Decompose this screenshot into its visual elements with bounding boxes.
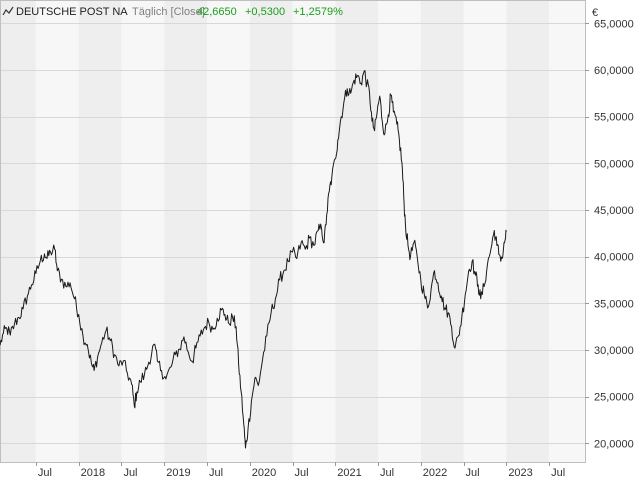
y-tick-label: 55,0000 — [594, 112, 634, 124]
x-tick-label: 2018 — [81, 467, 105, 479]
background-band — [335, 0, 379, 462]
last-value: 42,6650 — [197, 6, 237, 18]
background-band — [249, 0, 293, 462]
price-line — [0, 70, 507, 449]
x-tick-label: 2020 — [252, 467, 276, 479]
change-value: +0,5300 — [245, 6, 285, 18]
x-tick-label: 2023 — [508, 467, 532, 479]
background-band — [292, 0, 336, 462]
x-tick-label: 2021 — [337, 467, 361, 479]
background-band — [420, 0, 464, 462]
y-tick-label: 40,0000 — [594, 252, 634, 264]
chart-title: DEUTSCHE POST NA — [16, 6, 128, 18]
y-axis: 20,0000 25,0000 30,0000 35,0000 40,0000 45,00… — [585, 18, 634, 450]
y-tick-label: 20,0000 — [594, 438, 634, 450]
x-tick-label: 2022 — [423, 467, 447, 479]
background-band — [121, 0, 165, 462]
x-tick-label: Jul — [295, 467, 309, 479]
price-series — [0, 70, 507, 449]
background-band — [78, 0, 122, 462]
background-band — [0, 0, 36, 462]
y-tick-label: 65,0000 — [594, 18, 634, 30]
x-tick-label: Jul — [209, 467, 223, 479]
x-tick-label: Jul — [380, 467, 394, 479]
x-axis: Jul 2018 Jul 2019 Jul 2020 Jul 2021 Jul 2022 Jul 20… — [36, 462, 565, 479]
background-band — [35, 0, 79, 462]
line-chart-icon — [2, 6, 14, 16]
currency-label: € — [592, 7, 598, 19]
background-band — [549, 0, 585, 462]
chart-header: DEUTSCHE POST NA Täglich [Close] 42,6650… — [2, 6, 343, 18]
year-bands — [0, 0, 585, 462]
change-percent: +1,2579% — [293, 6, 343, 18]
x-tick-label: 2019 — [166, 467, 190, 479]
y-tick-label: 30,0000 — [594, 345, 634, 357]
y-tick-label: 35,0000 — [594, 298, 634, 310]
background-band — [463, 0, 507, 462]
y-tick-label: 60,0000 — [594, 65, 634, 77]
y-tick-label: 50,0000 — [594, 158, 634, 170]
y-tick-label: 25,0000 — [594, 392, 634, 404]
chart-mode: Täglich [Close] — [132, 6, 205, 18]
background-band — [378, 0, 421, 462]
background-band — [164, 0, 207, 462]
y-tick-label: 45,0000 — [594, 205, 634, 217]
grid-lines — [0, 23, 585, 444]
x-tick-label: Jul — [123, 467, 137, 479]
background-band — [506, 0, 550, 462]
x-tick-label: Jul — [466, 467, 480, 479]
background-band — [206, 0, 250, 462]
x-tick-label: Jul — [38, 467, 52, 479]
x-tick-label: Jul — [551, 467, 565, 479]
